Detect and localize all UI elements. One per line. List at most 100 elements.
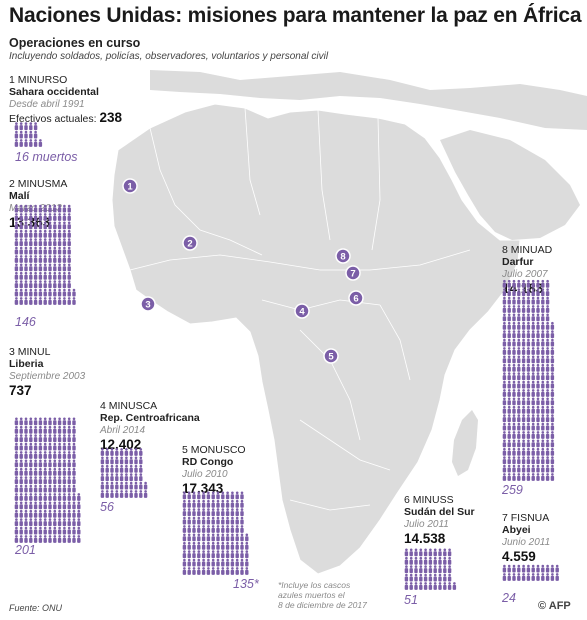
casualty-figure <box>550 321 555 330</box>
casualty-figure <box>57 493 62 501</box>
casualty-figure <box>541 447 545 456</box>
casualty-figure <box>517 321 521 330</box>
casualty-figure <box>67 476 71 485</box>
casualty-figure <box>53 417 57 426</box>
country-borders <box>129 107 471 511</box>
casualty-figure <box>512 330 516 339</box>
casualty-figure <box>105 490 109 498</box>
casualty-figure <box>512 431 516 439</box>
casualty-figure <box>53 425 57 434</box>
casualty-figure <box>38 238 43 247</box>
casualty-figure <box>211 491 215 500</box>
casualty-figure <box>541 372 545 381</box>
casualty-figure <box>531 422 535 431</box>
casualty-figure <box>24 297 28 305</box>
casualty-figure <box>14 509 19 518</box>
casualty-figure <box>245 558 249 567</box>
casualty-figure <box>29 434 33 443</box>
casualty-figure <box>414 548 418 557</box>
casualty-figure <box>14 526 19 535</box>
casualty-figure <box>555 564 559 573</box>
casualty-figure <box>62 518 67 527</box>
casualty-figure <box>187 516 191 525</box>
casualty-figure <box>134 448 138 456</box>
casualty-figure <box>512 389 516 397</box>
casualty-figure <box>192 491 196 500</box>
casualty-figure <box>48 255 52 263</box>
casualty-figure <box>512 405 516 414</box>
casualty-figure <box>33 459 38 468</box>
casualty-figure <box>521 405 526 414</box>
casualty-figure <box>545 422 550 431</box>
casualty-figure <box>235 567 239 575</box>
casualty-figure <box>536 313 540 322</box>
casualty-figure <box>230 541 235 550</box>
casualty-figure <box>105 473 109 482</box>
casualty-figure <box>29 246 33 255</box>
casualty-figure <box>53 229 57 238</box>
casualty-figure <box>541 279 545 288</box>
casualty-figure <box>526 338 531 347</box>
casualty-figure <box>531 473 535 481</box>
casualty-figure <box>24 229 28 238</box>
casualty-figure <box>517 279 521 288</box>
casualty-figure <box>526 313 531 322</box>
casualty-figure <box>428 565 433 574</box>
casualty-figure <box>550 473 555 481</box>
casualty-figure <box>428 582 433 590</box>
casualty-figure <box>187 567 191 575</box>
svg-text:1: 1 <box>127 182 133 193</box>
casualty-figure <box>545 397 550 406</box>
casualty-figure <box>29 130 33 139</box>
casualty-figure <box>119 481 124 490</box>
casualty-figure <box>447 556 452 565</box>
casualty-figure <box>62 476 67 485</box>
casualty-figure <box>33 263 38 272</box>
casualty-figure <box>526 389 531 397</box>
casualty-figure <box>507 313 511 322</box>
casualty-figure <box>72 484 76 493</box>
casualty-figure <box>24 518 28 527</box>
casualty-figure <box>134 456 138 465</box>
casualty-figure <box>502 380 507 389</box>
casualty-figure <box>225 558 230 567</box>
subtitle: Operaciones en curso <box>9 36 141 50</box>
casualty-figure <box>43 280 47 289</box>
casualty-figure <box>438 556 442 565</box>
casualty-figure <box>531 397 535 406</box>
casualty-figure <box>526 431 531 439</box>
casualty-figure <box>48 501 52 510</box>
casualty-figure <box>187 508 191 517</box>
casualty-figure <box>521 447 526 456</box>
casualty-figure <box>201 491 206 500</box>
casualty-figure <box>541 296 545 305</box>
casualty-figure <box>62 467 67 476</box>
casualty-figure <box>240 567 244 575</box>
casualty-figure <box>550 464 555 473</box>
casualty-figure <box>536 422 540 431</box>
casualty-figure <box>545 456 550 465</box>
casualty-figure <box>531 321 535 330</box>
casualty-figure <box>48 535 52 543</box>
casualty-figure <box>29 263 33 272</box>
casualty-figure <box>531 464 535 473</box>
casualty-figure <box>541 464 545 473</box>
casualty-figure <box>545 363 550 372</box>
casualty-figure <box>48 229 52 238</box>
casualty-figure <box>541 313 545 322</box>
casualty-figure <box>115 448 119 456</box>
casualty-figure <box>53 238 57 247</box>
casualty-figure <box>57 238 62 247</box>
casualty-figure <box>526 288 531 297</box>
casualty-figure <box>129 464 133 473</box>
casualty-figure <box>67 255 71 263</box>
casualty-figure <box>245 541 249 550</box>
svg-text:5: 5 <box>328 352 334 363</box>
casualty-figure <box>502 372 507 381</box>
casualty-figure <box>206 541 211 550</box>
map-marker-minul: 3 <box>140 296 156 312</box>
casualty-figure <box>197 558 201 567</box>
casualty-figure <box>33 238 38 247</box>
casualty-figure <box>206 508 211 517</box>
